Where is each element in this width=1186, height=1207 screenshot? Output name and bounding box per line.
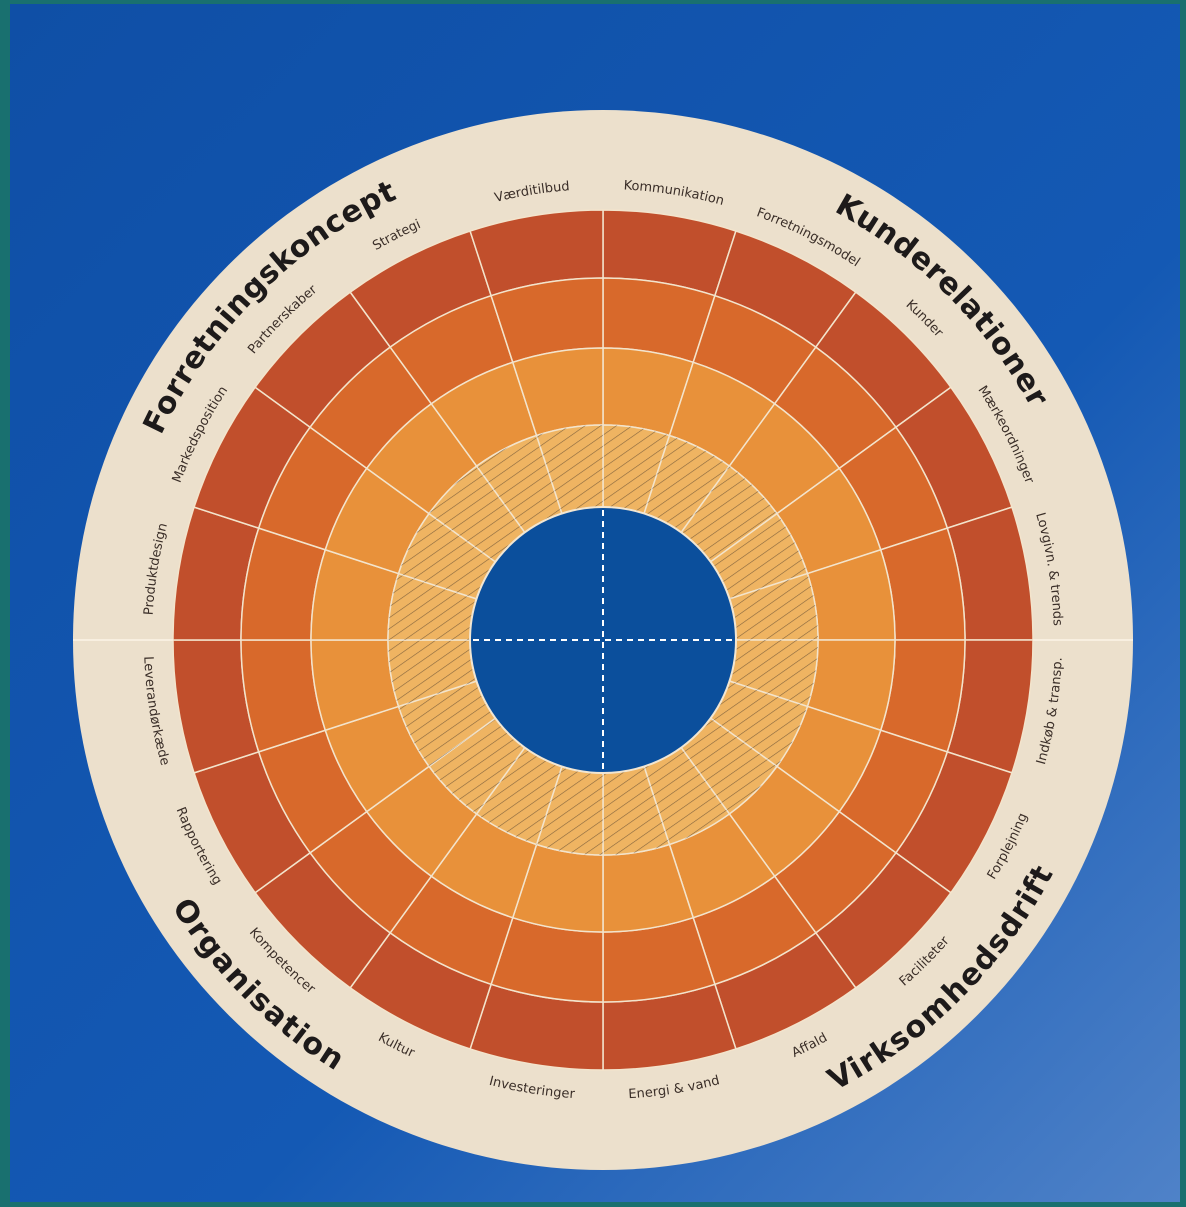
center-hole	[469, 506, 737, 774]
hatching	[476, 747, 562, 845]
hatching	[388, 640, 477, 707]
hatching	[429, 466, 525, 562]
hatching	[536, 766, 603, 855]
hatching	[644, 435, 730, 533]
hatching	[476, 435, 562, 533]
hatching	[388, 573, 477, 640]
hatching	[644, 747, 730, 845]
hatching	[398, 681, 496, 767]
hatching	[729, 573, 818, 640]
hatching	[429, 718, 525, 814]
hatching	[681, 718, 777, 814]
hatching	[603, 425, 670, 514]
hatching	[681, 466, 777, 562]
hatching	[710, 513, 808, 599]
hatching	[603, 766, 670, 855]
hatching	[710, 681, 808, 767]
rings	[73, 209, 1133, 1071]
hatching	[729, 640, 818, 707]
hatching	[536, 425, 603, 514]
hatching	[398, 513, 496, 599]
